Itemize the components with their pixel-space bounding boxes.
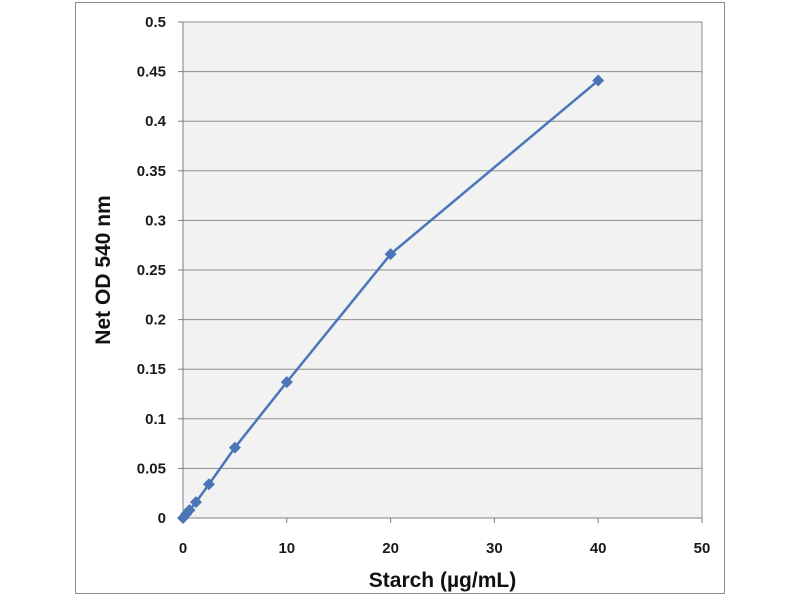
y-tick-label: 0.4 <box>145 113 167 130</box>
y-tick-label: 0.3 <box>145 212 166 229</box>
x-tick-label: 10 <box>278 540 295 557</box>
y-tick-label: 0.15 <box>137 361 166 378</box>
y-axis-title: Net OD 540 nm <box>92 195 115 344</box>
y-tick-label: 0.5 <box>145 14 166 31</box>
x-tick-labels: 0 10 20 30 40 50 <box>179 540 711 557</box>
data-point <box>202 478 215 491</box>
data-point <box>280 376 293 389</box>
y-tick-label: 0 <box>158 510 166 527</box>
y-tick-label: 0.2 <box>145 312 166 329</box>
y-tick-label: 0.45 <box>137 64 166 81</box>
y-tick-label: 0.25 <box>137 262 166 279</box>
x-tick-label: 20 <box>382 540 399 557</box>
x-tick-label: 30 <box>486 540 503 557</box>
series-layer <box>177 74 605 524</box>
y-tick-label: 0.1 <box>145 411 166 428</box>
x-tick-label: 50 <box>694 540 711 557</box>
data-point <box>384 248 397 261</box>
x-tick-label: 40 <box>590 540 607 557</box>
y-tick-labels: 0 0.05 0.1 0.15 0.2 0.25 0.3 0.35 0.4 0.45 0.5 <box>137 14 167 527</box>
axes <box>182 22 703 519</box>
data-point <box>189 496 202 509</box>
x-axis-title: Starch (µg/mL) <box>369 569 516 592</box>
y-tick-label: 0.35 <box>137 163 166 180</box>
x-tick-label: 0 <box>179 540 187 557</box>
data-point <box>592 74 605 87</box>
data-point <box>183 504 196 517</box>
data-point <box>228 441 241 454</box>
gridlines <box>178 21 703 523</box>
y-tick-label: 0.05 <box>137 460 166 477</box>
